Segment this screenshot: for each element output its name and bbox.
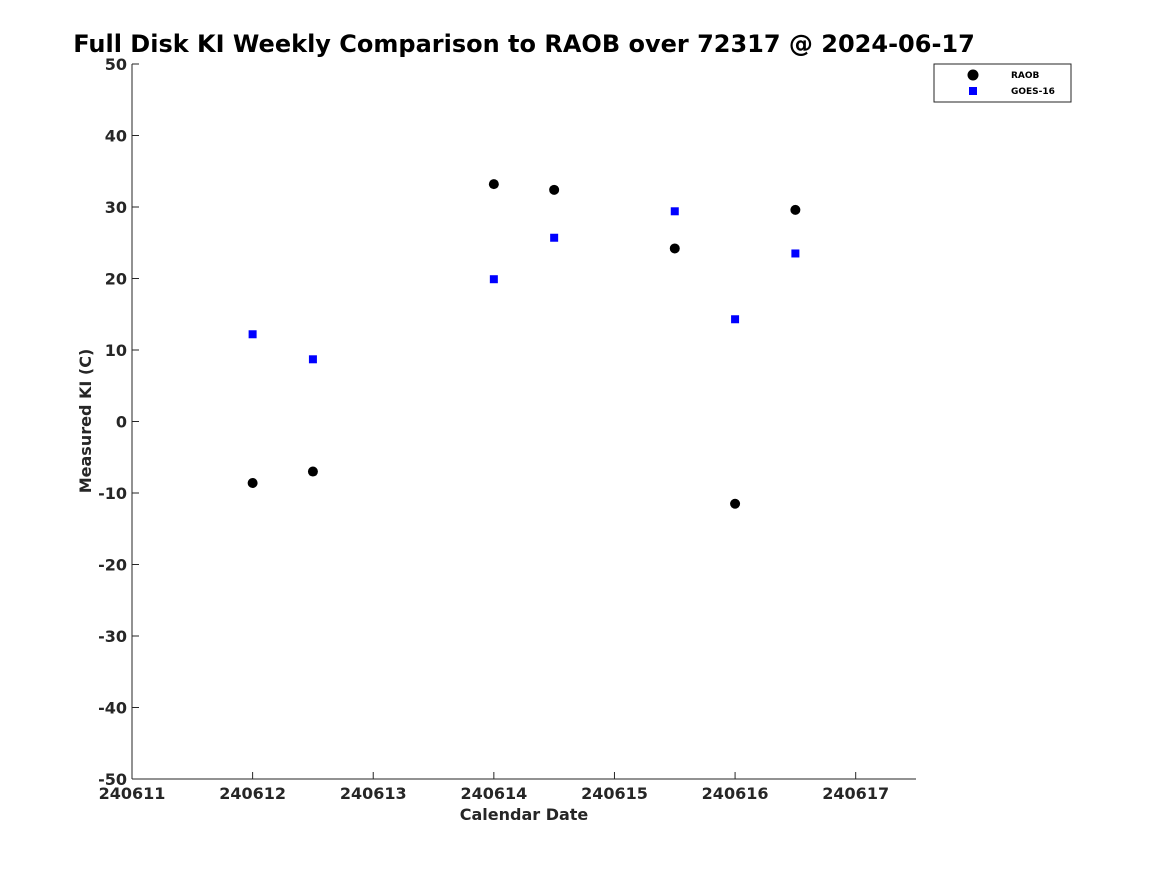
data-point-goes16 [248,330,257,339]
data-point-raob [669,243,680,254]
y-tick-label: -20 [98,556,127,575]
data-point-raob [307,466,318,477]
legend-item-goes16: GOES-16 [969,87,1055,97]
y-tick-label: 0 [116,413,127,432]
y-tick-label: -30 [98,627,127,646]
legend-raob-label: RAOB [1011,71,1040,81]
axes [131,64,916,780]
x-tick-label: 240613 [340,784,407,803]
y-tick-label: 40 [105,127,127,146]
y-tick-label: -10 [98,484,127,503]
y-tick-label: -40 [98,699,127,718]
data-point-goes16 [550,233,559,242]
x-tick-label: 240611 [99,784,166,803]
data-point-raob [730,498,741,509]
data-point-goes16 [791,249,800,258]
x-tick-label: 240616 [702,784,769,803]
legend: RAOB GOES-16 [933,63,1072,103]
x-tick-label: 240612 [219,784,286,803]
legend-goes16-label: GOES-16 [1011,87,1055,97]
legend-goes16-marker [969,87,977,95]
x-axis-label: Calendar Date [460,805,589,824]
y-tick-label: 50 [105,55,127,74]
legend-raob-marker [967,69,979,81]
chart-title: Full Disk KI Weekly Comparison to RAOB o… [73,30,975,58]
y-tick-label: 20 [105,270,127,289]
data-point-goes16 [731,315,740,324]
data-point-goes16 [670,207,679,216]
legend-item-raob: RAOB [967,69,1040,81]
legend-box [933,63,1072,103]
x-ticks: 240611 240612 240613 240614 240615 240616 2406… [99,772,889,803]
data-point-raob [247,477,258,488]
y-tick-label: 30 [105,198,127,217]
y-tick-label: 10 [105,341,127,360]
x-tick-label: 240615 [581,784,648,803]
data-point-raob [549,184,560,195]
data-point-raob [488,179,499,190]
x-tick-label: 240614 [460,784,527,803]
x-tick-label: 240617 [822,784,889,803]
y-axis-label: Measured KI (C) [76,349,95,494]
y-ticks: 50 40 30 20 10 0 -10 -20 -30 -40 -50 [98,55,139,789]
data-point-raob [790,204,801,215]
data-points [247,179,801,509]
data-point-goes16 [489,275,498,284]
data-point-goes16 [308,355,317,364]
y-tick-label: -50 [98,770,127,789]
